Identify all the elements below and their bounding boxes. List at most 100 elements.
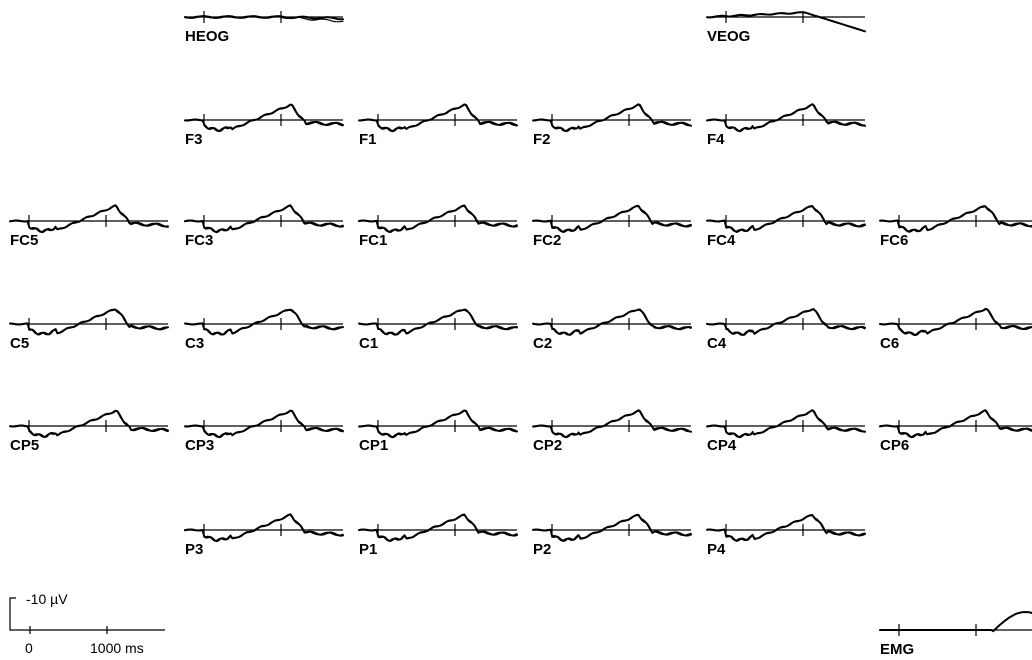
label-c6: C6: [880, 335, 899, 352]
trace-condition-a-c1: [358, 308, 518, 336]
channel-panels: HEOG VEOG F3 F1 F2 F4 FC5 FC3 FC1 FC2 FC4 FC6 C5 C3 C1…: [9, 11, 1032, 658]
trace-condition-b-fc6: [879, 206, 1032, 233]
panel-fc2: FC2: [532, 204, 692, 249]
panel-c6: C6: [879, 307, 1032, 352]
panel-f3: F3: [184, 103, 344, 148]
panel-heog: HEOG: [184, 11, 344, 45]
panel-cp5: CP5: [9, 409, 169, 454]
panel-cp1: CP1: [358, 409, 518, 454]
panel-p1: P1: [358, 513, 518, 558]
trace-condition-b-veog: [706, 11, 866, 32]
trace-condition-a-fc3: [184, 204, 344, 234]
label-fc3: FC3: [185, 232, 213, 249]
label-fc2: FC2: [533, 232, 561, 249]
label-fc4: FC4: [707, 232, 736, 249]
panel-fc1: FC1: [358, 204, 518, 249]
label-cp6: CP6: [880, 437, 909, 454]
label-c4: C4: [707, 335, 727, 352]
trace-condition-a-cp5: [9, 410, 169, 439]
label-emg: EMG: [880, 641, 914, 658]
panel-cp6: CP6: [879, 409, 1032, 454]
label-p2: P2: [533, 541, 551, 558]
label-heog: HEOG: [185, 28, 229, 45]
time-end-label: 1000 ms: [90, 640, 144, 656]
trace-condition-b-p1: [358, 514, 518, 542]
panel-c4: C4: [706, 308, 866, 352]
trace-condition-b-p4: [706, 515, 866, 542]
label-p3: P3: [185, 541, 203, 558]
panel-p2: P2: [532, 513, 692, 558]
panel-emg: EMG: [879, 611, 1032, 658]
panel-fc6: FC6: [879, 205, 1032, 249]
label-fc6: FC6: [880, 232, 908, 249]
label-fc1: FC1: [359, 232, 387, 249]
trace-condition-b-fc2: [532, 205, 692, 233]
panel-cp3: CP3: [184, 409, 344, 454]
label-f1: F1: [359, 131, 377, 148]
trace-condition-b-fc3: [184, 205, 344, 233]
panel-veog: VEOG: [706, 11, 866, 45]
trace-condition-b-c1: [358, 308, 518, 336]
label-cp4: CP4: [707, 437, 737, 454]
panel-p3: P3: [184, 513, 344, 558]
trace-condition-a-c6: [879, 308, 1032, 336]
trace-condition-b-fc5: [9, 205, 169, 233]
panel-c3: C3: [184, 308, 344, 352]
panel-p4: P4: [706, 514, 866, 558]
trace-condition-a-cp3: [184, 409, 344, 439]
trace-condition-b-f1: [358, 103, 518, 132]
panel-f2: F2: [532, 103, 692, 148]
trace-condition-b-cp5: [9, 409, 169, 438]
trace-condition-b-fc4: [706, 206, 866, 233]
label-c2: C2: [533, 335, 552, 352]
label-f3: F3: [185, 131, 203, 148]
trace-condition-b-p2: [532, 514, 692, 542]
trace-condition-b-cp2: [532, 409, 692, 438]
trace-condition-a-emg: [879, 611, 1032, 633]
trace-condition-b-cp4: [706, 409, 866, 438]
label-cp5: CP5: [10, 437, 39, 454]
trace-condition-a-c2: [532, 308, 692, 336]
label-cp3: CP3: [185, 437, 214, 454]
trace-condition-b-fc1: [358, 205, 518, 233]
trace-condition-b-f4: [706, 103, 866, 132]
trace-condition-b-c3: [184, 308, 344, 336]
trace-condition-b-heog: [184, 15, 344, 23]
panel-f4: F4: [706, 103, 866, 148]
trace-condition-b-c4: [706, 308, 866, 336]
label-cp1: CP1: [359, 437, 388, 454]
panel-c2: C2: [532, 308, 692, 352]
panel-c5: C5: [9, 308, 169, 352]
panel-c1: C1: [358, 308, 518, 352]
trace-condition-b-c2: [532, 308, 692, 336]
label-fc5: FC5: [10, 232, 38, 249]
panel-cp4: CP4: [706, 409, 866, 454]
panel-fc3: FC3: [184, 204, 344, 249]
scale-bar-axes: [9, 597, 165, 631]
trace-condition-b-emg: [879, 611, 1032, 632]
label-f4: F4: [707, 131, 725, 148]
trace-condition-b-f3: [184, 103, 344, 132]
label-f2: F2: [533, 131, 551, 148]
amplitude-scale-label: -10 µV: [26, 591, 68, 607]
panel-f1: F1: [358, 103, 518, 148]
trace-condition-b-p3: [184, 514, 344, 542]
label-veog: VEOG: [707, 28, 750, 45]
time-start-label: 0: [25, 640, 33, 656]
scale-bar: -10 µV 0 1000 ms: [9, 591, 165, 656]
label-p1: P1: [359, 541, 377, 558]
panel-fc4: FC4: [706, 205, 866, 249]
trace-condition-b-f2: [532, 103, 692, 132]
trace-condition-a-c3: [184, 308, 344, 336]
label-p4: P4: [707, 541, 726, 558]
panel-fc5: FC5: [9, 204, 169, 249]
trace-condition-a-f3: [184, 103, 344, 133]
label-cp2: CP2: [533, 437, 562, 454]
label-c1: C1: [359, 335, 378, 352]
trace-condition-b-cp6: [879, 410, 1032, 438]
panel-cp2: CP2: [532, 409, 692, 454]
label-c3: C3: [185, 335, 204, 352]
trace-condition-b-c5: [9, 309, 169, 336]
trace-condition-b-cp3: [184, 409, 344, 438]
